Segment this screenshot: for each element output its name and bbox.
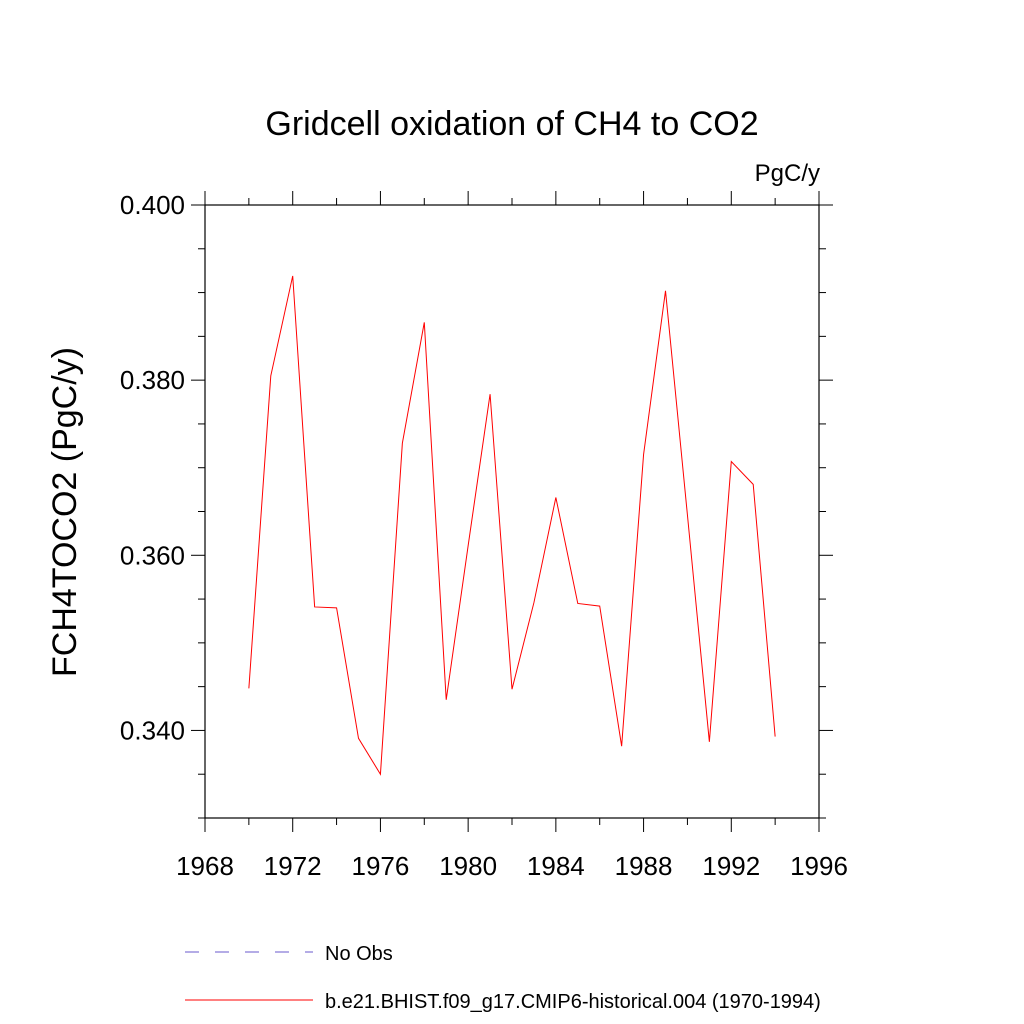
- legend: No Obs b.e21.BHIST.f09_g17.CMIP6-historic…: [185, 943, 821, 1013]
- y-axis-label: FCH4TOCO2 (PgC/y): [46, 347, 84, 677]
- x-tick-label: 1992: [702, 851, 760, 881]
- x-tick-label: 1976: [352, 851, 410, 881]
- y-axis-ticks: 0.340 0.360 0.380 0.400: [120, 190, 833, 819]
- x-tick-label: 1988: [615, 851, 673, 881]
- legend-label-0: No Obs: [325, 943, 393, 965]
- x-tick-label: 1968: [176, 851, 234, 881]
- series-layer: [248, 275, 776, 776]
- y-tick-label: 0.380: [120, 365, 185, 395]
- x-tick-label: 1972: [264, 851, 322, 881]
- series-line-1: [248, 275, 776, 776]
- x-tick-label: 1984: [527, 851, 585, 881]
- legend-label-1: b.e21.BHIST.f09_g17.CMIP6-historical.004…: [325, 991, 821, 1013]
- units-label: PgC/y: [755, 160, 820, 187]
- chart-title: Gridcell oxidation of CH4 to CO2: [265, 105, 758, 143]
- y-tick-label: 0.360: [120, 540, 185, 570]
- x-tick-label: 1980: [439, 851, 497, 881]
- y-tick-label: 0.400: [120, 190, 185, 220]
- y-tick-label: 0.340: [120, 715, 185, 745]
- x-tick-label: 1996: [790, 851, 848, 881]
- x-axis-ticks: 1968 1972 1976 1980 1984 1988 1992 1996: [176, 191, 848, 881]
